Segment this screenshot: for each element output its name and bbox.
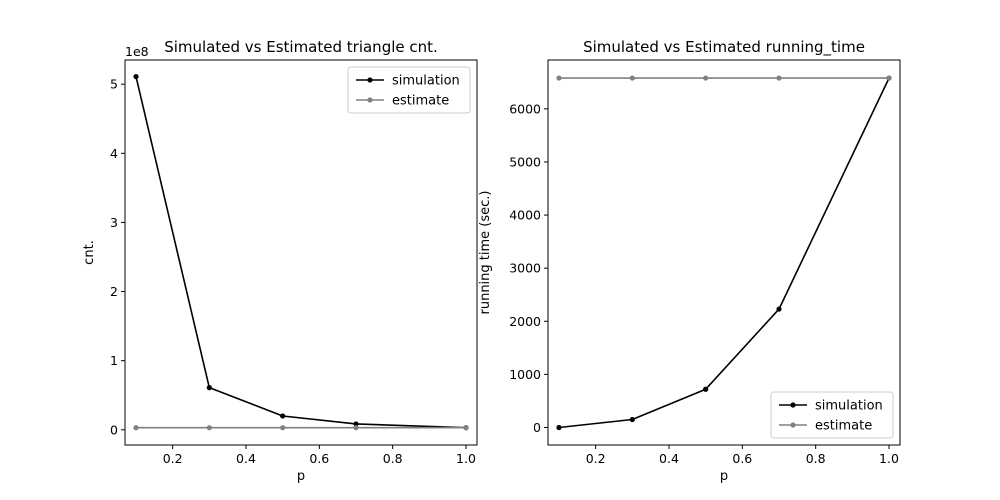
y-tick-label: 4000 <box>509 208 541 223</box>
y-tick-label: 3000 <box>509 261 541 276</box>
y-tick-label: 5000 <box>509 154 541 169</box>
x-tick-label: 1.0 <box>456 451 476 466</box>
y-axis-label: cnt. <box>82 240 97 265</box>
y-tick-label: 3 <box>110 215 118 230</box>
data-point-simulation <box>353 421 359 427</box>
x-tick-label: 0.6 <box>732 451 752 466</box>
x-tick-label: 1.0 <box>879 451 899 466</box>
legend-label-estimate: estimate <box>392 94 449 109</box>
legend: simulation estimate <box>770 391 894 439</box>
x-tick-label: 0.8 <box>383 451 403 466</box>
data-point-estimate <box>703 75 709 81</box>
data-point-simulation <box>703 386 709 392</box>
data-point-estimate <box>556 75 562 81</box>
data-point-simulation <box>556 424 562 431</box>
y-tick-label: 2000 <box>509 314 541 329</box>
x-tick-label: 0.8 <box>806 451 826 466</box>
data-point-estimate <box>776 75 782 81</box>
x-tick-label: 0.2 <box>586 451 606 466</box>
legend-swatch-marker-simulation <box>790 402 796 408</box>
data-point-simulation <box>629 416 635 423</box>
x-axis-label: p <box>297 469 305 484</box>
legend-label-estimate: estimate <box>815 419 872 434</box>
legend-swatch-marker-estimate <box>790 422 796 428</box>
legend: simulation estimate <box>347 66 471 114</box>
legend-label-simulation: simulation <box>392 74 460 89</box>
y-tick-label: 0 <box>110 422 118 437</box>
y-offset-text: 1e8 <box>125 44 149 59</box>
y-tick-label: 6000 <box>509 101 541 116</box>
data-point-estimate <box>353 425 359 431</box>
x-tick-label: 0.4 <box>236 451 256 466</box>
y-axis-label: running time (sec.) <box>478 191 493 315</box>
legend-box <box>347 66 471 114</box>
chart-title: Simulated vs Estimated triangle cnt. <box>164 38 438 56</box>
x-tick-label: 0.6 <box>309 451 329 466</box>
y-tick-label: 2 <box>110 284 118 299</box>
chart-title: Simulated vs Estimated running_time <box>583 38 865 57</box>
data-point-estimate <box>206 425 212 431</box>
axes-frame <box>124 59 478 446</box>
x-tick-label: 0.4 <box>659 451 679 466</box>
data-point-simulation <box>206 385 212 391</box>
legend-label-simulation: simulation <box>815 399 883 414</box>
y-tick-label: 4 <box>110 146 118 161</box>
axes-frame <box>547 59 901 446</box>
y-tick-label: 1 <box>110 353 118 368</box>
y-tick-label: 5 <box>110 77 118 92</box>
legend-swatch-marker-estimate <box>367 97 373 103</box>
y-tick-label: 1000 <box>509 367 541 382</box>
data-point-estimate <box>133 425 139 431</box>
data-point-simulation <box>133 73 139 80</box>
y-tick-label: 0 <box>533 420 541 435</box>
legend-swatch-marker-simulation <box>367 77 373 83</box>
data-point-estimate <box>463 425 469 431</box>
chart-panel-triangle-cnt: 0.2 0.4 0.6 0.8 1.0 0 1 2 3 4 5 1e8 Simulated vs Est… <box>82 38 478 484</box>
data-point-simulation <box>776 306 782 312</box>
data-point-estimate <box>629 75 635 81</box>
data-point-simulation <box>280 413 286 419</box>
data-point-estimate <box>280 425 286 431</box>
x-axis-label: p <box>720 469 728 484</box>
data-point-estimate <box>886 75 892 81</box>
chart-panel-running-time: 0.2 0.4 0.6 0.8 1.0 0 1000 2000 3000 4000 5000 6000… <box>478 38 901 484</box>
legend-box <box>770 391 894 439</box>
x-tick-label: 0.2 <box>163 451 183 466</box>
